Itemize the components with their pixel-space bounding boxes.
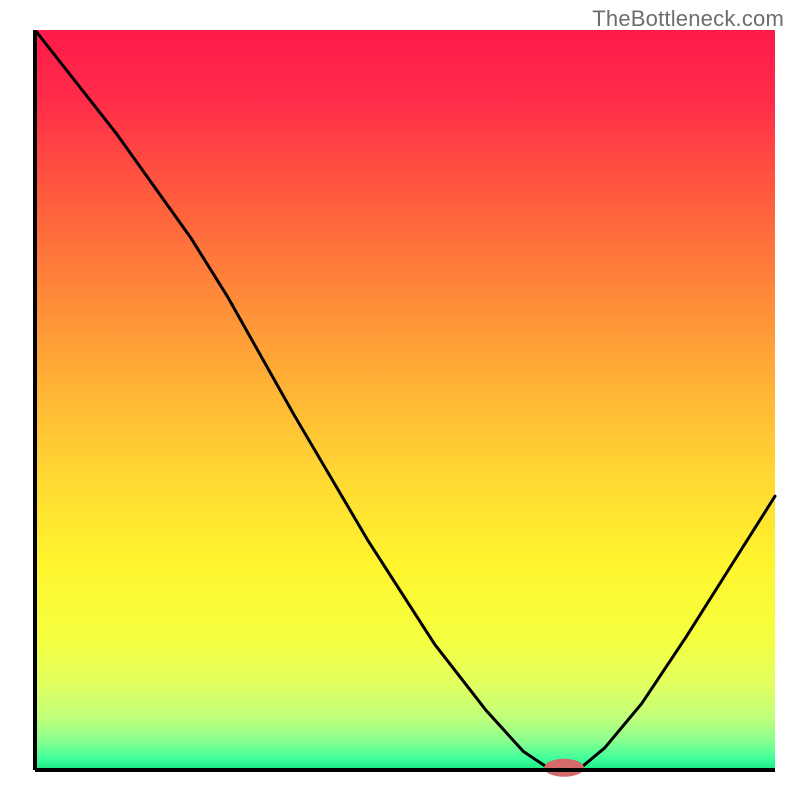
optimal-marker [544,759,584,777]
plot-background [35,30,775,770]
chart-svg [0,30,800,800]
watermark-text: TheBottleneck.com [592,6,784,32]
bottleneck-chart [0,30,800,800]
